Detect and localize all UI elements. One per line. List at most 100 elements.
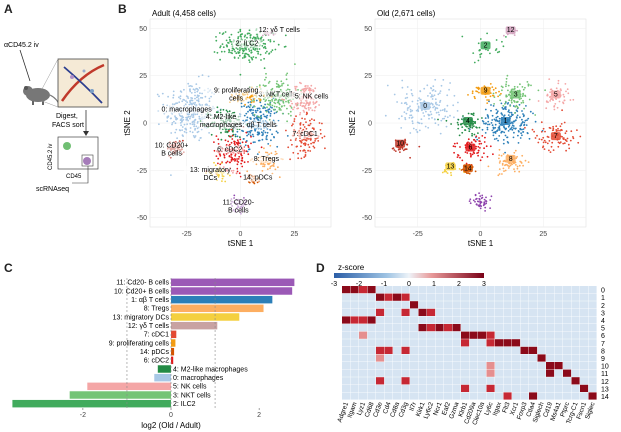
bar	[171, 278, 295, 287]
heatmap-cell	[537, 377, 546, 385]
data-point	[449, 114, 451, 117]
heatmap-cell	[503, 286, 512, 294]
heatmap-cell	[342, 354, 351, 362]
heatmap-cell	[435, 346, 444, 354]
data-point	[315, 100, 318, 103]
data-point	[474, 121, 477, 123]
heatmap-cell	[452, 384, 461, 392]
data-point	[496, 111, 499, 114]
data-point	[194, 89, 196, 91]
row-label: 11	[601, 371, 608, 378]
cluster-9-label: 9: proliferating	[214, 88, 258, 95]
data-point	[438, 113, 440, 116]
heatmap-cell	[495, 308, 504, 316]
panel-a-schematic: αCD45.2 iv Digest, FACS sort CD45.2 iv C…	[4, 42, 109, 193]
data-point	[273, 99, 276, 102]
data-point	[294, 87, 297, 90]
heatmap-cell	[410, 286, 419, 294]
cluster-5-label: 5	[554, 92, 558, 99]
data-point	[480, 205, 482, 208]
data-point	[192, 120, 195, 123]
heatmap-cell	[359, 324, 368, 332]
data-point	[468, 125, 471, 127]
data-point	[201, 92, 203, 95]
data-point	[303, 156, 306, 159]
data-point	[196, 90, 199, 93]
bar	[171, 304, 264, 313]
heatmap-cell	[546, 369, 555, 377]
data-point	[490, 104, 492, 106]
data-point	[241, 165, 244, 168]
data-point	[171, 123, 173, 126]
cluster-7-label: 7	[554, 133, 558, 140]
data-point	[428, 114, 431, 116]
data-point	[269, 112, 272, 115]
heatmap-cell	[554, 286, 563, 294]
data-point	[234, 159, 237, 161]
data-point	[318, 122, 321, 124]
data-point	[270, 139, 272, 142]
data-point	[486, 99, 488, 101]
data-point	[189, 89, 191, 91]
heatmap-cell	[537, 339, 546, 347]
heatmap-cell	[529, 286, 538, 294]
data-point	[493, 103, 495, 105]
data-point	[324, 147, 326, 150]
bar	[171, 295, 273, 304]
data-point	[179, 97, 182, 100]
data-point	[303, 111, 306, 113]
data-point	[241, 141, 244, 144]
data-point	[285, 78, 288, 81]
legend-tick: 0	[407, 281, 411, 288]
heatmap-cell	[503, 331, 512, 339]
heatmap-cell	[503, 301, 512, 309]
data-point	[505, 83, 507, 86]
data-point	[559, 125, 562, 128]
heatmap-cell	[580, 384, 589, 392]
data-point	[240, 105, 243, 108]
bar	[171, 321, 218, 330]
heatmap-cell	[529, 362, 538, 370]
y-tick-label: -25	[362, 168, 372, 175]
heatmap-cell	[359, 316, 368, 324]
data-point	[512, 136, 515, 139]
data-point	[479, 140, 481, 143]
data-point	[495, 108, 498, 111]
data-point	[437, 111, 440, 114]
data-point	[554, 103, 557, 105]
heatmap-cell	[401, 339, 410, 347]
data-point	[221, 180, 223, 183]
heatmap-cell	[554, 308, 563, 316]
y-tick-label: -50	[362, 215, 372, 222]
lung-tissue-icon	[57, 58, 109, 108]
legend-tick: 2	[457, 281, 461, 288]
data-point	[461, 122, 464, 125]
column-label: Ncr1	[432, 401, 443, 417]
cluster-label-bg	[500, 117, 511, 125]
data-point	[225, 44, 228, 46]
heatmap-cell	[427, 392, 436, 400]
data-point	[198, 115, 201, 118]
data-point	[557, 82, 560, 85]
heatmap-cell	[503, 392, 512, 400]
data-point	[300, 101, 303, 104]
heatmap-cell	[554, 324, 563, 332]
heatmap-cell	[342, 392, 351, 400]
heatmap-cell	[588, 324, 597, 332]
heatmap-cell	[512, 293, 521, 301]
heatmap-cell	[418, 324, 427, 332]
data-point	[432, 95, 434, 98]
data-point	[546, 142, 549, 145]
data-point	[189, 85, 192, 87]
heatmap-cell	[435, 339, 444, 347]
data-point	[178, 101, 181, 104]
heatmap-cell	[520, 384, 529, 392]
cluster-label-bg	[156, 149, 187, 158]
data-point	[514, 149, 517, 152]
data-point	[220, 50, 223, 53]
data-point	[290, 114, 292, 117]
data-point	[310, 118, 313, 120]
heatmap-cell	[444, 384, 453, 392]
heatmap-cell	[580, 331, 589, 339]
heatmap-cell	[469, 331, 478, 339]
